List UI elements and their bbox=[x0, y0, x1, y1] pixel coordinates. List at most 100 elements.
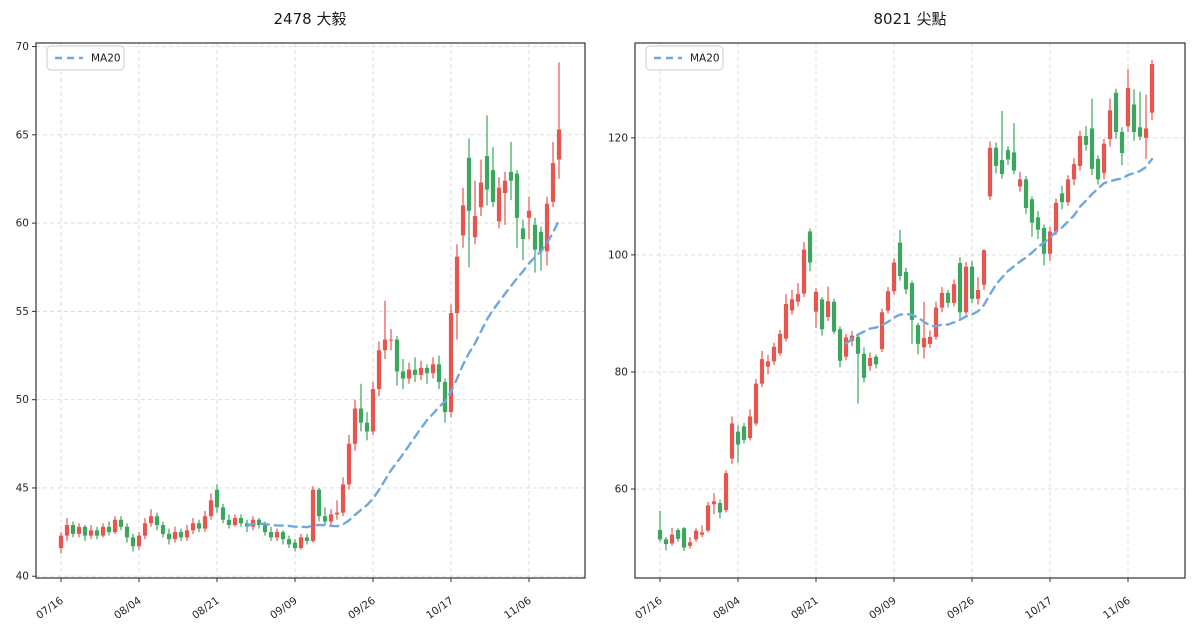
candle-body bbox=[873, 356, 879, 365]
candle-body bbox=[861, 353, 867, 378]
candle-body bbox=[220, 507, 226, 520]
y-tick-label: 55 bbox=[16, 306, 29, 318]
candle-body bbox=[741, 426, 747, 440]
candle-body bbox=[909, 282, 915, 320]
ma20-line bbox=[245, 218, 561, 529]
candle-body bbox=[915, 325, 921, 344]
candle-body bbox=[819, 299, 825, 330]
candle-body bbox=[1053, 202, 1059, 232]
candle-body bbox=[160, 525, 166, 534]
candle-body bbox=[142, 523, 148, 536]
candle-body bbox=[699, 532, 705, 535]
candle-body bbox=[280, 532, 286, 540]
candle-body bbox=[538, 231, 544, 252]
candle-body bbox=[214, 489, 220, 508]
y-tick-label: 60 bbox=[16, 218, 29, 230]
candle-body bbox=[957, 263, 963, 313]
candle-body bbox=[1089, 128, 1095, 169]
candle-body bbox=[1077, 136, 1083, 166]
candle-body bbox=[448, 313, 454, 413]
candle-body bbox=[508, 171, 514, 181]
y-tick-label: 65 bbox=[16, 129, 29, 141]
candle-body bbox=[286, 539, 292, 545]
candle-body bbox=[1029, 199, 1035, 223]
candle-body bbox=[304, 537, 310, 541]
y-tick-label: 50 bbox=[16, 394, 29, 406]
x-tick-label: 09/26 bbox=[945, 594, 977, 621]
y-tick-label: 40 bbox=[16, 571, 29, 583]
candle-body bbox=[1011, 152, 1017, 171]
legend-label: MA20 bbox=[690, 53, 720, 65]
candle-body bbox=[532, 224, 538, 250]
candle-body bbox=[675, 530, 681, 539]
candle-body bbox=[747, 416, 753, 439]
candle-body bbox=[999, 160, 1005, 175]
candle-body bbox=[807, 231, 813, 263]
candle-body bbox=[843, 337, 849, 357]
x-tick-label: 11/06 bbox=[502, 594, 534, 621]
candle-body bbox=[783, 304, 789, 339]
candle-body bbox=[412, 369, 418, 375]
y-tick-label: 70 bbox=[16, 41, 29, 53]
candlestick-chart-8021: 60 80 100 120 07/16 08/04 08/21 09/09 09/26 10/17… bbox=[608, 42, 1186, 622]
candle-body bbox=[903, 271, 909, 290]
x-tick-label: 09/26 bbox=[346, 594, 378, 621]
candle-body bbox=[1059, 193, 1065, 203]
candle-body bbox=[693, 530, 699, 540]
candle-body bbox=[262, 525, 268, 533]
candle-body bbox=[460, 205, 466, 236]
ma20-line bbox=[844, 157, 1154, 345]
candle-body bbox=[855, 336, 861, 354]
candle-body bbox=[921, 338, 927, 348]
candle-body bbox=[436, 364, 442, 383]
candle-body bbox=[184, 530, 190, 538]
candle-body bbox=[885, 291, 891, 311]
candle-body bbox=[496, 187, 502, 222]
candle-body bbox=[106, 526, 112, 533]
candle-body bbox=[430, 364, 436, 374]
candle-body bbox=[939, 292, 945, 308]
candle-body bbox=[981, 250, 987, 285]
x-tick-label: 08/04 bbox=[112, 594, 144, 621]
y-tick-label: 80 bbox=[615, 366, 628, 378]
candle-body bbox=[897, 242, 903, 276]
candle-body bbox=[394, 339, 400, 372]
candle-body bbox=[226, 519, 232, 526]
candle-body bbox=[82, 526, 88, 536]
candle-body bbox=[388, 339, 394, 341]
candle-body bbox=[1119, 131, 1125, 154]
candle-body bbox=[382, 339, 388, 351]
candle-body bbox=[1143, 128, 1149, 138]
candle-body bbox=[1035, 217, 1041, 230]
candle-body bbox=[118, 519, 124, 527]
candle-body bbox=[1005, 150, 1011, 160]
candle-body bbox=[951, 284, 957, 303]
candle-body bbox=[310, 489, 316, 541]
x-tick-label: 10/17 bbox=[424, 595, 456, 622]
candle-body bbox=[1023, 179, 1029, 209]
candle-body bbox=[88, 530, 94, 536]
candle-body bbox=[657, 530, 663, 540]
candle-body bbox=[663, 539, 669, 545]
candle-body bbox=[759, 359, 765, 384]
candle-body bbox=[514, 173, 520, 218]
chart-title-right: 8021 尖點 bbox=[874, 10, 947, 28]
candle-body bbox=[969, 266, 975, 299]
candle-body bbox=[831, 301, 837, 332]
x-tick-label: 10/17 bbox=[1023, 595, 1055, 622]
candle-body bbox=[196, 523, 202, 529]
candle-body bbox=[424, 367, 430, 374]
candle-body bbox=[238, 517, 244, 524]
candle-body bbox=[130, 537, 136, 547]
candle-body bbox=[466, 157, 472, 211]
x-tick-label: 07/16 bbox=[633, 594, 665, 621]
candle-body bbox=[268, 532, 274, 538]
candle-body bbox=[1125, 88, 1131, 127]
candle-body bbox=[346, 443, 352, 485]
candle-body bbox=[1047, 231, 1053, 254]
legend-right: MA20 bbox=[645, 45, 724, 71]
candle-body bbox=[1107, 110, 1113, 139]
candle-body bbox=[777, 333, 783, 354]
axes-frame bbox=[35, 42, 586, 579]
